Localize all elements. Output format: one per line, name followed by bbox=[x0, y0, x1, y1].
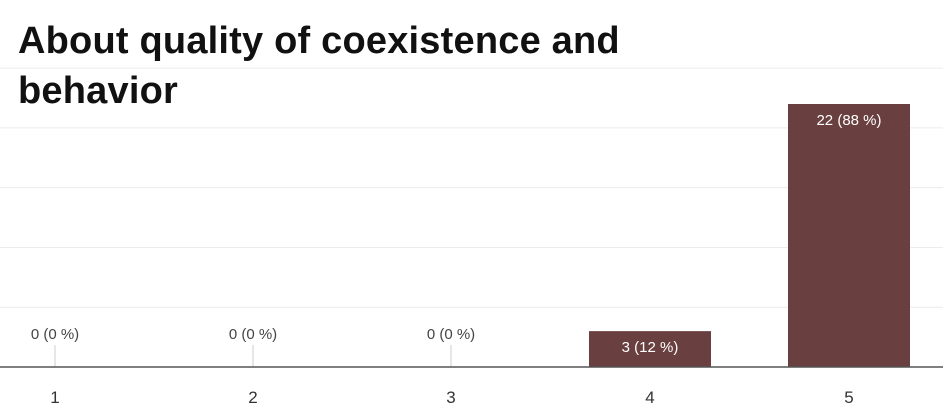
x-tick-label-4: 4 bbox=[645, 388, 654, 407]
data-label-2: 0 (0 %) bbox=[229, 326, 277, 343]
x-tick-label-2: 2 bbox=[248, 388, 257, 407]
bar-5 bbox=[788, 104, 910, 367]
x-tick-label-3: 3 bbox=[446, 388, 455, 407]
chart-title: About quality of coexistence and behavio… bbox=[18, 20, 620, 112]
bar-4 bbox=[589, 331, 711, 367]
data-label-5: 22 (88 %) bbox=[816, 112, 881, 129]
data-label-4: 3 (12 %) bbox=[622, 339, 679, 356]
x-tick-label-1: 1 bbox=[50, 388, 59, 407]
data-label-1: 0 (0 %) bbox=[31, 326, 79, 343]
x-tick-label-5: 5 bbox=[844, 388, 853, 407]
data-label-3: 0 (0 %) bbox=[427, 326, 475, 343]
